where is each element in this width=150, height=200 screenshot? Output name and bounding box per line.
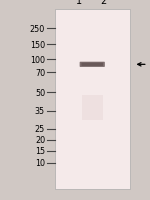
Bar	[82, 96, 103, 120]
Text: 70: 70	[35, 69, 45, 77]
FancyBboxPatch shape	[80, 62, 105, 68]
Text: 10: 10	[35, 159, 45, 167]
Text: 150: 150	[30, 41, 45, 49]
Text: 50: 50	[35, 89, 45, 97]
Text: 250: 250	[30, 25, 45, 33]
Text: 20: 20	[35, 136, 45, 144]
Bar	[55, 10, 130, 189]
FancyBboxPatch shape	[81, 63, 103, 67]
Text: 35: 35	[35, 107, 45, 115]
Text: 25: 25	[35, 125, 45, 133]
Text: 15: 15	[35, 147, 45, 155]
Text: 100: 100	[30, 56, 45, 64]
Text: 1: 1	[76, 0, 82, 6]
Text: 2: 2	[100, 0, 107, 6]
